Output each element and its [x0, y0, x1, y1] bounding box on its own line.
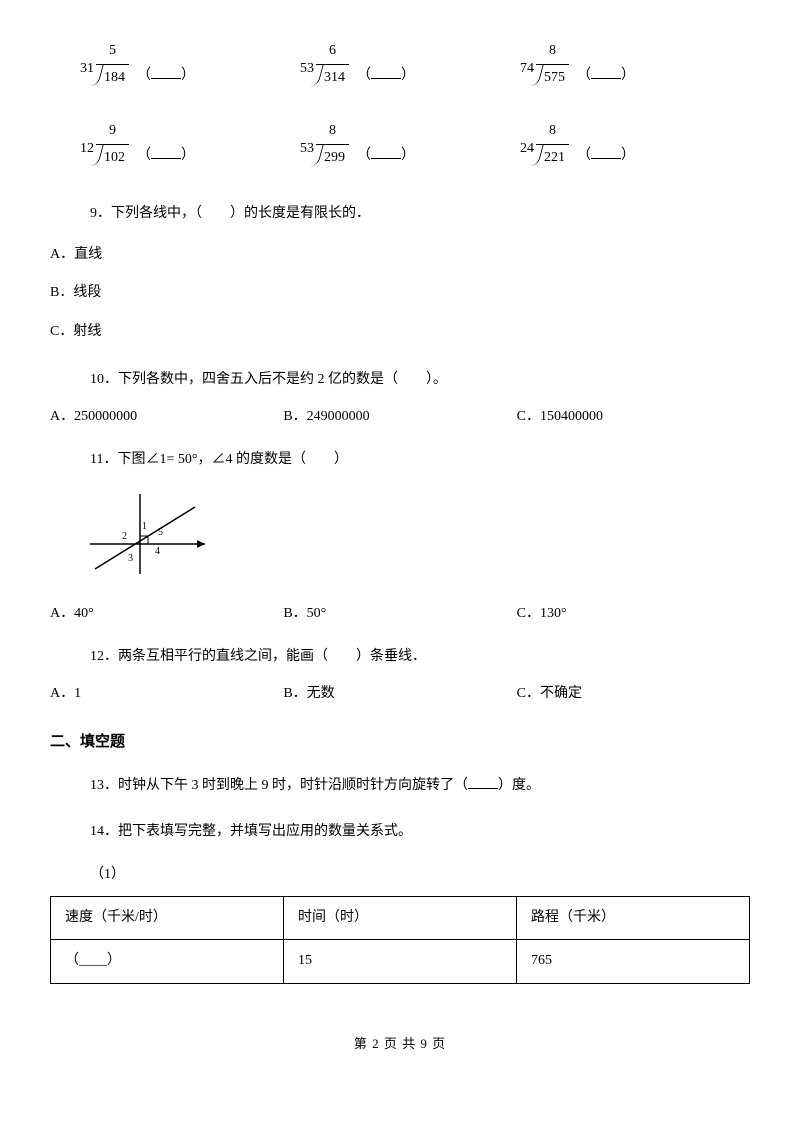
- question-9: 9．下列各线中，（ ）的长度是有限长的．: [90, 200, 750, 228]
- q13-suffix: ）度。: [498, 778, 540, 793]
- table-header-speed: 速度（千米/时）: [51, 896, 284, 939]
- page-footer: 第 2 页 共 9 页: [50, 1034, 750, 1055]
- q14-table: 速度（千米/时） 时间（时） 路程（千米） （____） 15 765: [50, 896, 750, 984]
- q11-option-c: C．130°: [517, 603, 750, 625]
- table-cell-speed: （____）: [51, 940, 284, 983]
- angle-diagram: 1 5 2 3 4: [80, 489, 750, 587]
- quotient: 9: [96, 120, 129, 144]
- angle-label-3: 3: [128, 553, 133, 564]
- table-cell-distance: 765: [517, 940, 750, 983]
- q11-options: A．40° B．50° C．130°: [50, 603, 750, 625]
- q12-option-a: A．1: [50, 683, 283, 705]
- dividend: 221: [544, 150, 565, 165]
- q13-prefix: 13．时钟从下午 3 时到晚上 9 时，时针沿顺时针方向旋转了（: [90, 778, 468, 793]
- q12-option-b: B．无数: [283, 683, 516, 705]
- q11-option-b: B．50°: [283, 603, 516, 625]
- q12-option-c: C．不确定: [517, 683, 750, 705]
- table-header-row: 速度（千米/时） 时间（时） 路程（千米）: [51, 896, 750, 939]
- division-expression: 536314: [300, 40, 349, 90]
- answer-blank: （）: [357, 65, 415, 89]
- quotient: 6: [316, 40, 349, 64]
- q9-option-c: C．射线: [50, 317, 750, 348]
- q13-blank: [468, 777, 498, 789]
- answer-blank: （）: [137, 65, 195, 89]
- angle-label-2: 2: [122, 531, 127, 542]
- division-problems: 315184 （） 536314 （） 748575 （） 129102 （） 538299 （）…: [80, 40, 750, 170]
- table-cell-time: 15: [284, 940, 517, 983]
- division-expression: 315184: [80, 40, 129, 90]
- question-14: 14．把下表填写完整，并填写出应用的数量关系式。: [90, 818, 750, 846]
- q10-option-b: B．249000000: [283, 406, 516, 428]
- q14-sub: （1）: [90, 864, 750, 886]
- dividend: 102: [104, 150, 125, 165]
- division-expression: 538299: [300, 120, 349, 170]
- q10-option-a: A．250000000: [50, 406, 283, 428]
- dividend: 575: [544, 70, 565, 85]
- q9-option-a: A．直线: [50, 240, 750, 271]
- dividend: 314: [324, 70, 345, 85]
- question-11: 11．下图∠1= 50°，∠4 的度数是（ ）: [90, 446, 750, 474]
- table-row: （____） 15 765: [51, 940, 750, 983]
- angle-label-4: 4: [155, 546, 160, 557]
- q12-options: A．1 B．无数 C．不确定: [50, 683, 750, 705]
- division-expression: 129102: [80, 120, 129, 170]
- question-10: 10．下列各数中，四舍五入后不是约 2 亿的数是（ ）。: [90, 366, 750, 394]
- quotient: 8: [536, 40, 569, 64]
- dividend: 184: [104, 70, 125, 85]
- q10-options: A．250000000 B．249000000 C．150400000: [50, 406, 750, 428]
- angle-label-1: 1: [142, 521, 147, 532]
- q11-option-a: A．40°: [50, 603, 283, 625]
- q9-option-b: B．线段: [50, 278, 750, 309]
- table-header-time: 时间（时）: [284, 896, 517, 939]
- division-expression: 248221: [520, 120, 569, 170]
- quotient: 8: [316, 120, 349, 144]
- dividend: 299: [324, 150, 345, 165]
- answer-blank: （）: [577, 145, 635, 169]
- answer-blank: （）: [137, 145, 195, 169]
- quotient: 8: [536, 120, 569, 144]
- division-item: 315184 （）: [80, 40, 250, 90]
- quotient: 5: [96, 40, 129, 64]
- answer-blank: （）: [357, 145, 415, 169]
- division-item: 748575 （）: [520, 40, 690, 90]
- division-item: 536314 （）: [300, 40, 470, 90]
- division-item: 538299 （）: [300, 120, 470, 170]
- answer-blank: （）: [577, 65, 635, 89]
- division-expression: 748575: [520, 40, 569, 90]
- question-12: 12．两条互相平行的直线之间，能画（ ）条垂线．: [90, 643, 750, 671]
- division-item: 129102 （）: [80, 120, 250, 170]
- angle-label-5: 5: [158, 527, 163, 538]
- section-2-header: 二、填空题: [50, 730, 750, 754]
- table-header-distance: 路程（千米）: [517, 896, 750, 939]
- q10-option-c: C．150400000: [517, 406, 750, 428]
- division-item: 248221 （）: [520, 120, 690, 170]
- question-13: 13．时钟从下午 3 时到晚上 9 时，时针沿顺时针方向旋转了（ ）度。: [90, 772, 750, 800]
